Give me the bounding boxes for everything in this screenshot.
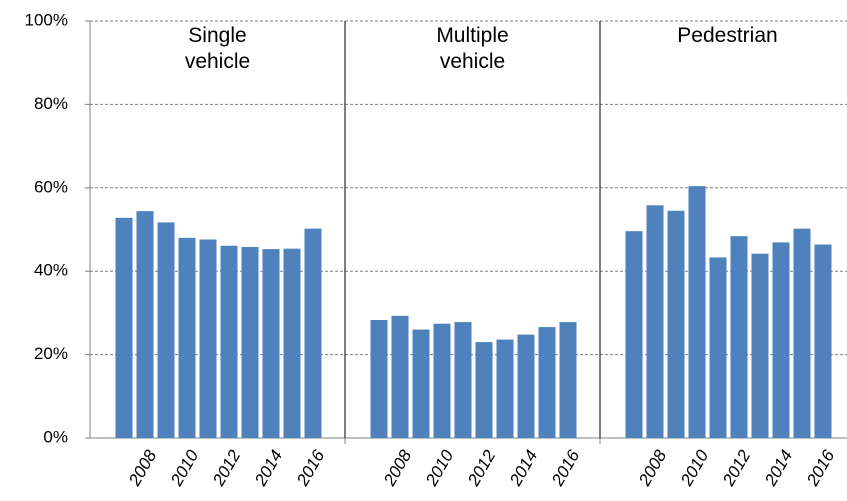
x-tick-label: 2010	[421, 446, 457, 490]
x-tick-label: 2014	[505, 447, 541, 490]
bar	[412, 329, 430, 438]
y-tick-label: 40%	[34, 261, 68, 280]
bar	[625, 231, 643, 438]
y-tick-label: 80%	[34, 94, 68, 113]
bar	[304, 228, 322, 438]
y-tick-label: 0%	[43, 427, 68, 446]
bar	[559, 322, 577, 438]
bar	[496, 339, 514, 438]
y-tick-label: 20%	[34, 344, 68, 363]
bar	[772, 242, 790, 438]
bar	[370, 319, 388, 438]
bar	[199, 239, 217, 438]
x-tick-label: 2016	[292, 446, 328, 490]
bar	[667, 210, 685, 438]
x-tick-label: 2010	[676, 446, 712, 490]
bar	[814, 244, 832, 438]
x-tick-label: 2008	[124, 446, 160, 490]
bar	[262, 249, 280, 438]
x-tick-label: 2016	[802, 446, 838, 490]
y-tick-label: 60%	[34, 177, 68, 196]
bar	[283, 248, 301, 438]
bar	[178, 237, 196, 438]
bar	[475, 342, 493, 438]
x-tick-label: 2008	[634, 446, 670, 490]
bar	[220, 245, 238, 438]
panel-title: Pedestrian	[677, 24, 778, 47]
x-tick-label: 2012	[463, 446, 499, 490]
bar	[391, 315, 409, 438]
x-tick-label: 2008	[379, 446, 415, 490]
bar	[115, 217, 133, 438]
x-tick-label: 2010	[166, 446, 202, 490]
x-tick-label: 2014	[760, 447, 796, 490]
bar	[241, 247, 259, 438]
bar	[793, 228, 811, 438]
x-tick-label: 2012	[718, 446, 754, 490]
bar	[709, 257, 727, 438]
bar	[433, 323, 451, 438]
x-tick-label: 2016	[547, 446, 583, 490]
bar	[751, 253, 769, 438]
bar	[646, 205, 664, 438]
x-tick-label: 2014	[250, 447, 286, 490]
bar	[454, 322, 472, 438]
bar	[157, 222, 175, 438]
panel-title: Multiple vehicle	[436, 24, 509, 73]
bar	[136, 211, 154, 438]
panel-title: Single vehicle	[184, 24, 251, 73]
x-tick-label: 2012	[208, 446, 244, 490]
bar	[538, 327, 556, 438]
bar	[688, 186, 706, 438]
bar	[730, 236, 748, 438]
y-tick-label: 100%	[25, 10, 68, 29]
bar	[517, 334, 535, 438]
